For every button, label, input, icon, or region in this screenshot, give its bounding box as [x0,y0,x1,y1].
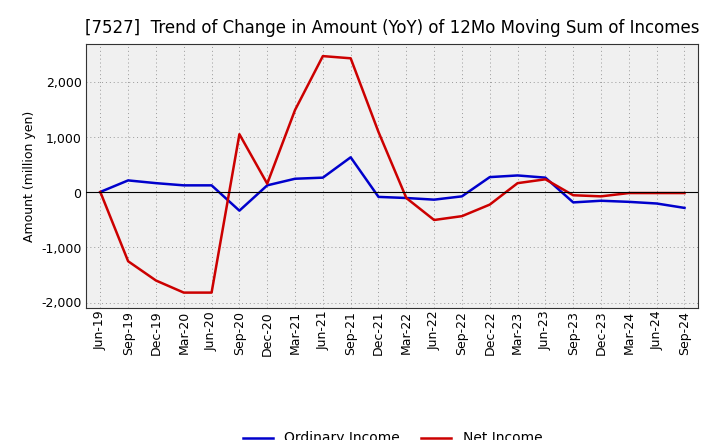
Net Income [458,213,467,219]
Net Income [402,195,410,201]
Line: Net Income: Net Income [100,56,685,293]
Net Income [513,180,522,186]
Ordinary Income [346,154,355,160]
Ordinary Income [652,201,661,206]
Ordinary Income [402,195,410,201]
Net Income [569,193,577,198]
Net Income [152,278,161,283]
Net Income [96,189,104,194]
Ordinary Income [179,183,188,188]
Net Income [597,194,606,199]
Net Income [235,132,243,137]
Ordinary Income [291,176,300,181]
Net Income [541,176,550,182]
Ordinary Income [485,174,494,180]
Y-axis label: Amount (million yen): Amount (million yen) [22,110,35,242]
Net Income [263,181,271,186]
Ordinary Income [430,197,438,202]
Ordinary Income [597,198,606,203]
Line: Ordinary Income: Ordinary Income [100,157,685,211]
Ordinary Income [96,189,104,194]
Net Income [624,191,633,196]
Ordinary Income [541,175,550,180]
Net Income [652,191,661,196]
Net Income [179,290,188,295]
Ordinary Income [680,205,689,210]
Ordinary Income [624,199,633,205]
Net Income [680,191,689,196]
Legend: Ordinary Income, Net Income: Ordinary Income, Net Income [237,426,548,440]
Ordinary Income [263,183,271,188]
Ordinary Income [569,200,577,205]
Net Income [374,129,383,135]
Ordinary Income [235,208,243,213]
Net Income [207,290,216,295]
Ordinary Income [513,173,522,178]
Net Income [318,53,327,59]
Net Income [291,107,300,113]
Ordinary Income [152,180,161,186]
Ordinary Income [124,178,132,183]
Ordinary Income [207,183,216,188]
Net Income [430,217,438,223]
Net Income [346,55,355,61]
Ordinary Income [458,194,467,199]
Ordinary Income [318,175,327,180]
Net Income [124,259,132,264]
Net Income [485,202,494,207]
Ordinary Income [374,194,383,199]
Title: [7527]  Trend of Change in Amount (YoY) of 12Mo Moving Sum of Incomes: [7527] Trend of Change in Amount (YoY) o… [85,19,700,37]
